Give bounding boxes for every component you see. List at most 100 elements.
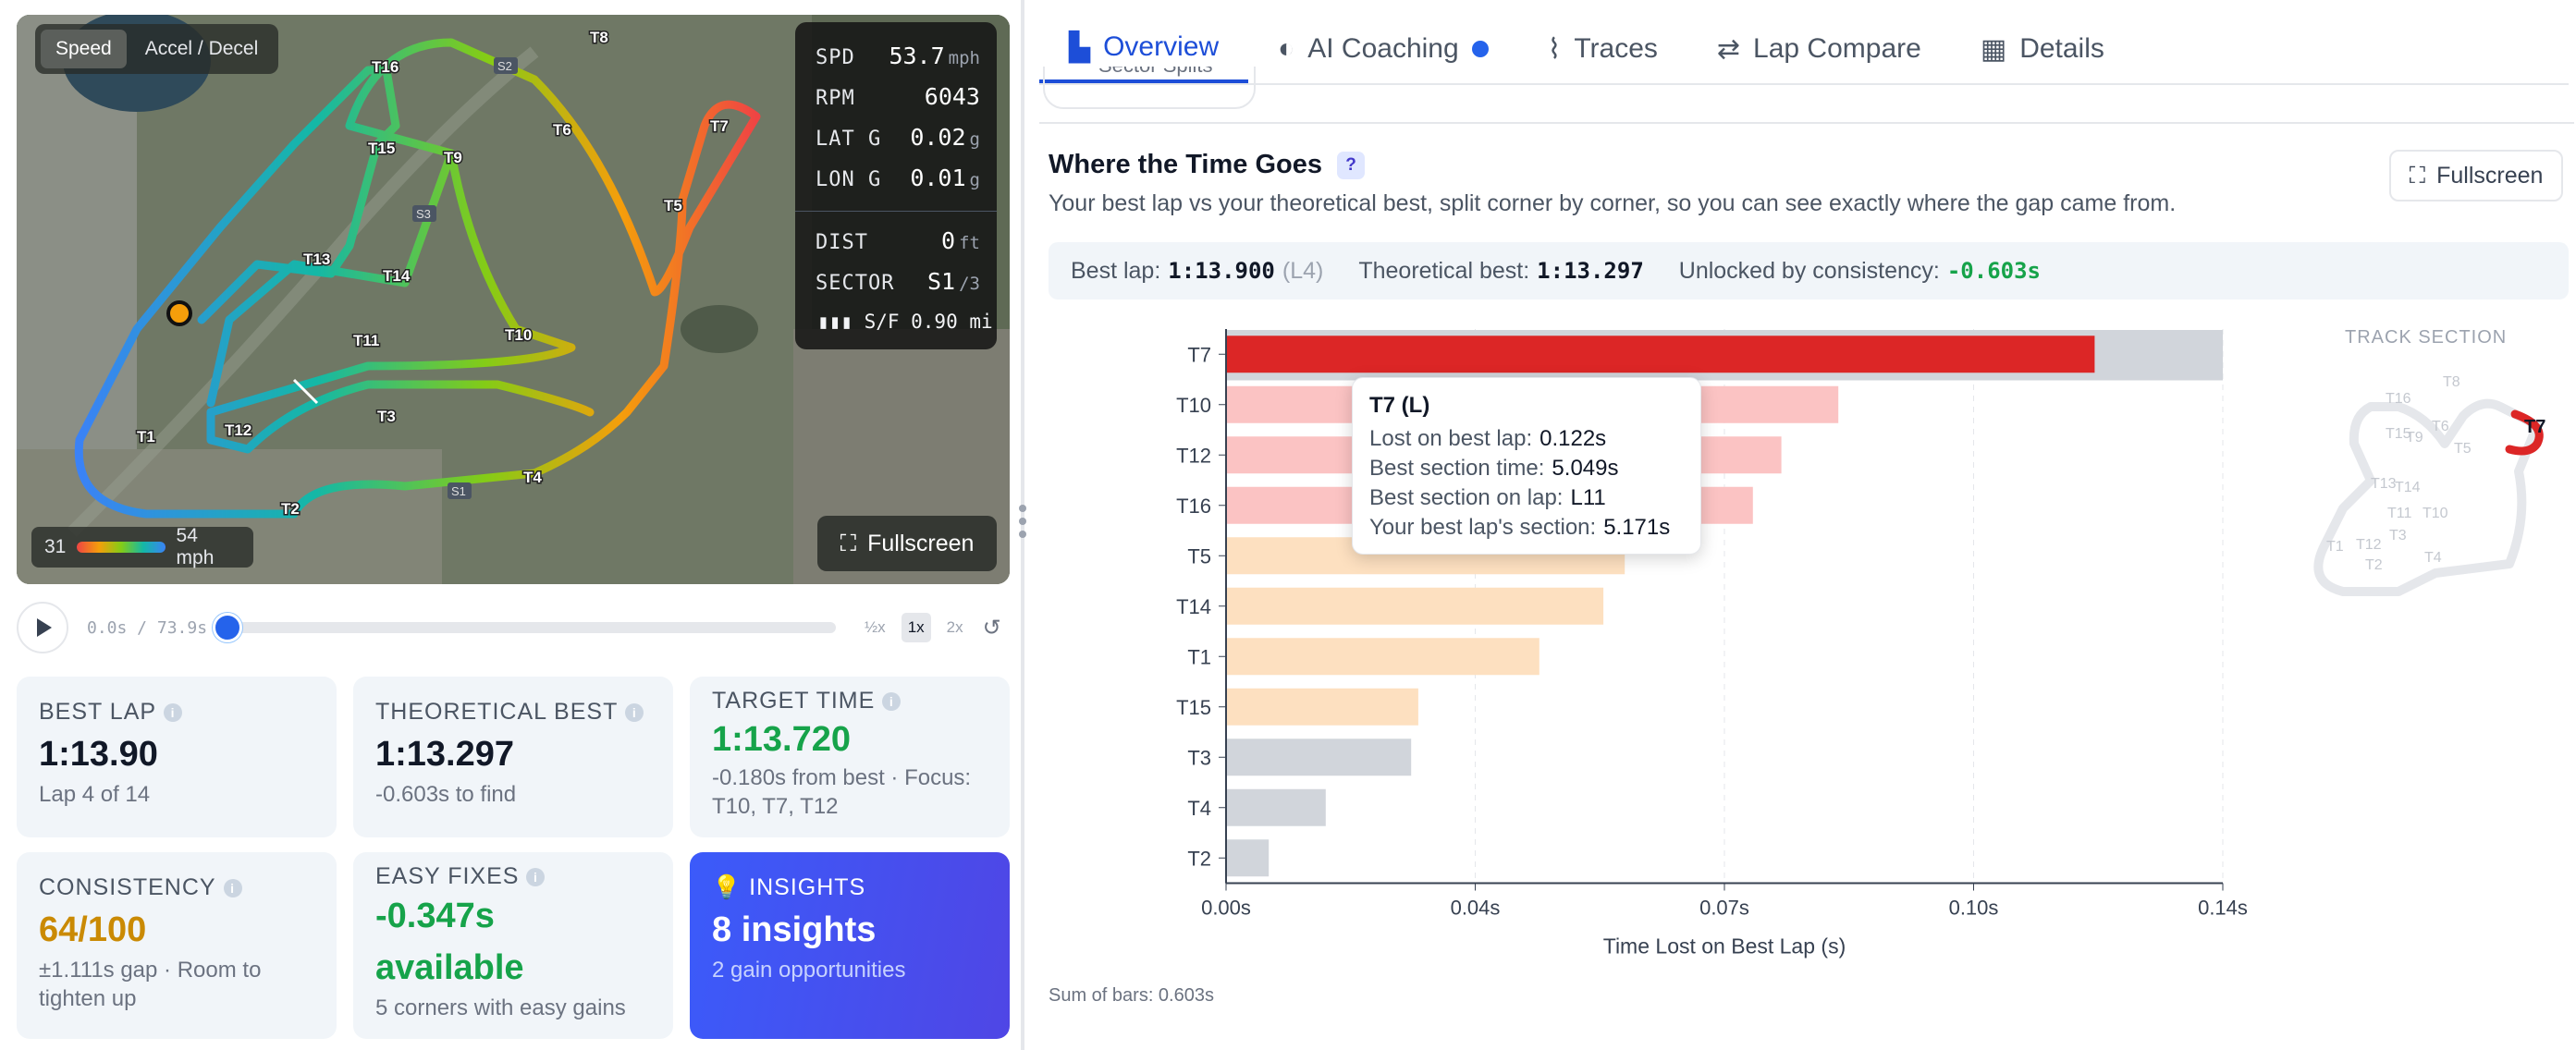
- tele-speed-value: 53.7: [889, 43, 945, 69]
- mode-accel-decel[interactable]: Accel / Decel: [144, 38, 259, 59]
- theoretical-label: THEORETICAL BEST: [375, 699, 619, 725]
- category-label-t12: T12: [1176, 444, 1211, 467]
- speed-half[interactable]: ½x: [865, 618, 886, 636]
- right-panel: ▙ Overview ◐ AI Coaching ⌇ Traces ⇄ Lap …: [1039, 0, 2576, 1050]
- consistency-value: 64/100: [39, 910, 147, 949]
- chart-bar-icon: ▙: [1069, 31, 1091, 63]
- sector-splits-label: Sector Splits: [1098, 67, 1213, 78]
- bar-t15[interactable]: [1226, 688, 1418, 726]
- tab-ai-coaching[interactable]: ◐ AI Coaching: [1248, 15, 1518, 83]
- best-lap-value: 1:13.90: [39, 735, 158, 774]
- chart-fullscreen-label: Fullscreen: [2436, 162, 2544, 189]
- tele-sector-unit: /3: [959, 274, 980, 294]
- info-icon[interactable]: i: [882, 691, 902, 711]
- tab-traces[interactable]: ⌇ Traces: [1518, 15, 1687, 83]
- tele-dist-label: DIST: [816, 231, 868, 254]
- target-time-card: TARGET TIME i 1:13.720 -0.180s from best …: [690, 677, 1010, 837]
- turn-label-t8: T8: [590, 29, 608, 46]
- tooltip-key: Best section time:: [1369, 456, 1545, 481]
- speed-1x[interactable]: 1x: [901, 613, 931, 642]
- tele-long: LON G 0.01 g: [816, 165, 980, 201]
- bar-t3[interactable]: [1226, 739, 1412, 776]
- section-title-text: Where the Time Goes: [1049, 150, 1322, 179]
- mini-turn-label-t1: T1: [2326, 539, 2344, 555]
- mini-turn-label-t10: T10: [2423, 506, 2448, 521]
- sector-splits-chip[interactable]: Sector Splits: [1043, 67, 1256, 109]
- tele-long-label: LON G: [816, 168, 882, 191]
- tab-bar: ▙ Overview ◐ AI Coaching ⌇ Traces ⇄ Lap …: [1039, 15, 2569, 85]
- tele-speed-label: SPD: [816, 46, 855, 69]
- summary-theo-label: Theoretical best:: [1358, 257, 1530, 284]
- tele-latg-value: 0.02: [910, 124, 966, 151]
- section-separator: [1039, 122, 2574, 124]
- mini-turn-label-t12: T12: [2356, 537, 2382, 553]
- mini-turn-label-t9: T9: [2406, 430, 2423, 446]
- mini-turn-label-t11: T11: [2387, 506, 2411, 521]
- tooltip-value: 0.122s: [1539, 426, 1607, 451]
- insights-value: 8 insights: [712, 910, 877, 949]
- tele-rpm-value: 6043: [924, 83, 980, 110]
- play-button[interactable]: [17, 602, 68, 653]
- bar-t7[interactable]: [1226, 336, 2095, 373]
- tooltip-row: Best section on lap: L11: [1369, 483, 1684, 513]
- mini-turn-label-t7: T7: [2524, 417, 2545, 437]
- mini-track-outline: [2313, 398, 2542, 596]
- reset-icon[interactable]: ↺: [982, 615, 1001, 641]
- sector-label-s3: S3: [416, 207, 431, 221]
- tooltip-row: Lost on best lap: 0.122s: [1369, 424, 1684, 454]
- mini-turn-label-t6: T6: [2432, 419, 2449, 434]
- info-icon[interactable]: i: [164, 702, 183, 722]
- map-fullscreen-button[interactable]: ⛶ Fullscreen: [817, 516, 997, 571]
- tooltip-value: 5.049s: [1552, 456, 1619, 481]
- mini-map-title: TRACK SECTION: [2345, 327, 2508, 348]
- mode-speed[interactable]: Speed: [41, 30, 127, 68]
- x-tick-label: 0.14s: [2198, 897, 2248, 920]
- theoretical-best-card: THEORETICAL BEST i 1:13.297 -0.603s to fi…: [353, 677, 673, 837]
- tooltip-row: Your best lap's section: 5.171s: [1369, 513, 1684, 543]
- easy-fixes-value: -0.347s available: [375, 897, 524, 987]
- playback-scrubber[interactable]: [213, 613, 836, 642]
- tele-dist: DIST 0 ft: [816, 227, 980, 264]
- track-map[interactable]: T1 T2 T3 T4 T5 T6 T7 T8 T9 T10 T11 T12 T13 T14 T15 T16 S…: [17, 15, 1010, 584]
- summary-gain-label: Unlocked by consistency:: [1678, 257, 1940, 284]
- chart-fullscreen-button[interactable]: ⛶ Fullscreen: [2389, 150, 2563, 201]
- tele-latg: LAT G 0.02 g: [816, 124, 980, 161]
- x-tick-label: 0.04s: [1451, 897, 1501, 920]
- turn-label-t3: T3: [377, 408, 396, 425]
- tele-sf-text: S/F 0.90 mi: [864, 311, 993, 333]
- info-icon[interactable]: i: [223, 878, 242, 897]
- sector-label-s2: S2: [497, 59, 512, 73]
- tele-speed-unit: mph: [948, 48, 980, 68]
- target-label: TARGET TIME: [712, 688, 876, 714]
- insights-sub: 2 gain opportunities: [712, 958, 906, 983]
- best-lap-label: BEST LAP: [39, 699, 157, 725]
- category-label-t3: T3: [1187, 746, 1211, 769]
- bar-t2[interactable]: [1226, 839, 1270, 877]
- speed-2x[interactable]: 2x: [946, 618, 963, 636]
- distance-icon: ▮▮▮: [817, 311, 865, 333]
- tele-divider: [795, 211, 997, 212]
- resize-handle-icon[interactable]: [1015, 499, 1030, 553]
- easy-fixes-label: EASY FIXES: [375, 863, 520, 889]
- tele-sector-value: S1: [927, 268, 956, 295]
- bar-t1[interactable]: [1226, 638, 1539, 676]
- tooltip-row: Best section time: 5.049s: [1369, 454, 1684, 483]
- bar-t4[interactable]: [1226, 788, 1326, 826]
- turn-label-t9: T9: [444, 149, 462, 166]
- tab-details[interactable]: ▦ Details: [1951, 15, 2134, 83]
- insights-card[interactable]: 💡 INSIGHTS 8 insights 2 gain opportunitie…: [690, 852, 1010, 1039]
- info-icon[interactable]: i: [625, 702, 644, 722]
- tele-dist-unit: ft: [959, 233, 980, 253]
- tele-sf-distance: ▮▮▮ S/F 0.90 mi: [817, 311, 993, 333]
- help-icon[interactable]: ?: [1337, 151, 1365, 179]
- turn-label-t1: T1: [137, 428, 155, 446]
- tab-overview[interactable]: ▙ Overview: [1039, 15, 1249, 83]
- expand-icon: ⛶: [2409, 162, 2426, 189]
- tab-lap-compare[interactable]: ⇄ Lap Compare: [1687, 15, 1951, 83]
- bar-t14[interactable]: [1226, 587, 1604, 625]
- category-label-t1: T1: [1187, 645, 1211, 668]
- panel-divider[interactable]: [1021, 0, 1024, 1050]
- info-icon[interactable]: i: [526, 867, 546, 886]
- scrubber-thumb[interactable]: [213, 613, 242, 642]
